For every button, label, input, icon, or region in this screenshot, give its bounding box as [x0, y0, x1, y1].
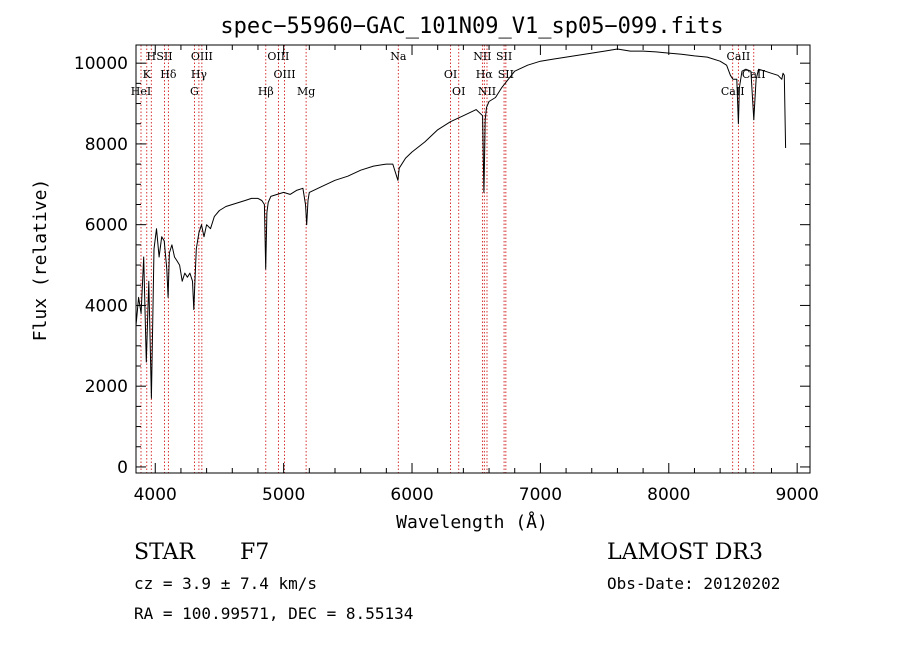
redshift-readout: cz = 3.9 ± 7.4 km/s: [134, 574, 317, 593]
chart-title: spec−55960−GAC_101N09_V1_sp05−099.fits: [220, 14, 723, 39]
spectral-line-label: HeI: [131, 85, 151, 98]
spectral-line-label: Mg: [297, 85, 315, 98]
spectral-line-label: K: [143, 68, 152, 81]
axis-ticks: 4000 5000 6000 7000 8000 9000 0 2000 4000 6000 800…: [74, 45, 819, 505]
spectral-line-label: Hγ: [191, 68, 208, 81]
spectral-line-label: Na: [390, 50, 407, 63]
spectral-line-label: CaII: [721, 85, 745, 98]
y-axis-label: Flux (relative): [30, 179, 51, 342]
y-tick-label: 0: [117, 458, 128, 478]
spectral-line-labels: HKHeISIIHδGOIIIHγHβOIIIOIIIMgNaOIOINIIHα…: [131, 50, 766, 98]
obs-date: Obs-Date: 20120202: [607, 574, 780, 593]
y-tick-label: 4000: [85, 296, 128, 316]
y-tick-label: 8000: [85, 135, 128, 155]
spectral-line-label: OI: [444, 68, 457, 81]
object-subclass: F7: [240, 540, 269, 565]
x-axis-label: Wavelength (Å): [396, 511, 548, 533]
x-tick-label: 7000: [519, 485, 562, 505]
spectral-line-label: NII: [473, 50, 491, 63]
survey-name: LAMOST DR3: [607, 540, 763, 565]
spectrum-line: [135, 48, 787, 399]
spectral-line-label: OIII: [191, 50, 213, 63]
x-tick-label: 6000: [390, 485, 433, 505]
spectral-line-label: NII: [478, 85, 496, 98]
x-tick-label: 8000: [647, 485, 690, 505]
spectral-line-label: Hα: [476, 68, 494, 81]
spectral-line-label: Hβ: [258, 85, 274, 98]
y-tick-label: 10000: [74, 54, 128, 74]
plot-frame: [135, 44, 811, 474]
spectral-line-label: H: [146, 50, 156, 63]
spectral-line-markers: [140, 45, 755, 473]
y-tick-label: 2000: [85, 377, 128, 397]
spectral-line-label: Hδ: [160, 68, 177, 81]
x-tick-label: 4000: [134, 485, 177, 505]
spectral-line-label: SII: [496, 50, 512, 63]
spectral-line-label: SII: [156, 50, 172, 63]
spectral-line-label: G: [190, 85, 199, 98]
x-tick-label: 9000: [776, 485, 819, 505]
spectral-line-label: OIII: [267, 50, 289, 63]
x-tick-label: 5000: [262, 485, 305, 505]
spectral-line-label: OI: [452, 85, 465, 98]
spectral-line-label: CaII: [742, 68, 766, 81]
spectral-line-label: OIII: [274, 68, 296, 81]
object-class: STAR: [134, 540, 196, 565]
coordinates: RA = 100.99571, DEC = 8.55134: [134, 604, 413, 623]
spectral-line-label: CaII: [727, 50, 751, 63]
spectrum-series: [135, 48, 787, 399]
y-tick-label: 6000: [85, 216, 128, 236]
